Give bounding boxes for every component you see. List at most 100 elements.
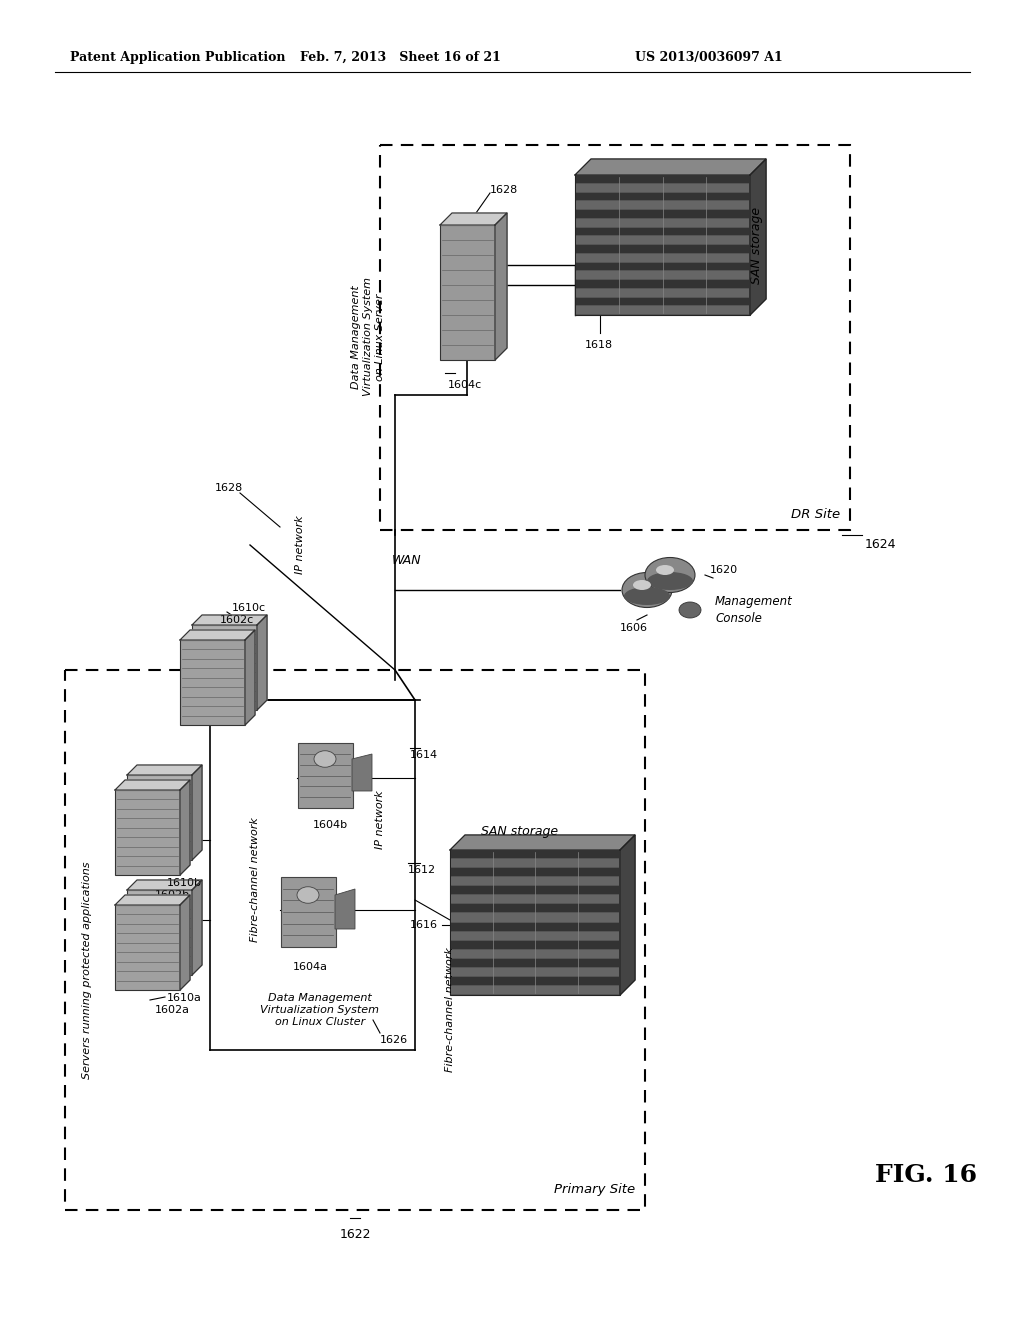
Text: 1610b: 1610b bbox=[167, 878, 202, 888]
Polygon shape bbox=[193, 880, 202, 975]
Text: Management
Console: Management Console bbox=[715, 595, 793, 624]
Bar bbox=[575, 193, 749, 201]
Bar bbox=[575, 289, 749, 297]
Bar bbox=[451, 986, 618, 994]
Text: Servers running protected applications: Servers running protected applications bbox=[82, 861, 92, 1078]
Text: SAN storage: SAN storage bbox=[750, 206, 763, 284]
Polygon shape bbox=[193, 615, 267, 624]
Polygon shape bbox=[495, 213, 507, 360]
Text: 1604c: 1604c bbox=[449, 380, 482, 389]
Text: 1626: 1626 bbox=[380, 1035, 409, 1045]
Bar bbox=[575, 263, 749, 271]
Text: Feb. 7, 2013   Sheet 16 of 21: Feb. 7, 2013 Sheet 16 of 21 bbox=[300, 50, 501, 63]
Text: 1610c: 1610c bbox=[232, 603, 266, 612]
Bar bbox=[451, 913, 618, 921]
Ellipse shape bbox=[656, 565, 674, 576]
Text: 1606: 1606 bbox=[620, 623, 648, 634]
Bar bbox=[281, 876, 336, 946]
Bar bbox=[451, 895, 618, 903]
Bar bbox=[127, 890, 193, 975]
Bar bbox=[451, 932, 618, 940]
Ellipse shape bbox=[633, 579, 651, 590]
Text: 1602c: 1602c bbox=[220, 615, 254, 624]
Text: 1602b: 1602b bbox=[155, 890, 190, 900]
Polygon shape bbox=[180, 895, 190, 990]
Text: Fibre-channel network: Fibre-channel network bbox=[250, 817, 260, 942]
Polygon shape bbox=[750, 158, 766, 315]
Bar bbox=[115, 906, 180, 990]
Ellipse shape bbox=[622, 573, 672, 607]
Bar bbox=[575, 227, 749, 235]
Text: FIG. 16: FIG. 16 bbox=[874, 1163, 977, 1187]
Bar bbox=[450, 850, 620, 995]
Bar bbox=[451, 949, 618, 958]
Text: 1628: 1628 bbox=[490, 185, 518, 195]
Bar bbox=[115, 789, 180, 875]
Text: 1620: 1620 bbox=[710, 565, 738, 576]
Bar bbox=[451, 968, 618, 975]
Bar bbox=[451, 923, 618, 931]
Bar bbox=[575, 280, 749, 288]
Bar bbox=[193, 624, 257, 710]
Bar bbox=[451, 941, 618, 949]
Polygon shape bbox=[180, 630, 255, 640]
Ellipse shape bbox=[679, 602, 701, 618]
Polygon shape bbox=[575, 158, 766, 176]
Bar bbox=[575, 271, 749, 279]
Text: 1616: 1616 bbox=[410, 920, 438, 931]
Text: 1604a: 1604a bbox=[293, 962, 328, 972]
Bar bbox=[451, 958, 618, 966]
Bar bbox=[451, 886, 618, 895]
Text: 1618: 1618 bbox=[585, 341, 613, 350]
Text: DR Site: DR Site bbox=[791, 508, 840, 521]
Bar bbox=[575, 219, 749, 227]
Text: IP network: IP network bbox=[295, 516, 305, 574]
Bar bbox=[440, 224, 495, 360]
Text: 1628: 1628 bbox=[215, 483, 244, 492]
Bar bbox=[575, 201, 749, 209]
Polygon shape bbox=[115, 780, 190, 789]
Bar bbox=[575, 306, 749, 314]
Polygon shape bbox=[620, 836, 635, 995]
Bar bbox=[575, 176, 750, 315]
Text: 1612: 1612 bbox=[408, 865, 436, 875]
Bar bbox=[575, 210, 749, 218]
Bar bbox=[127, 775, 193, 861]
Polygon shape bbox=[193, 766, 202, 861]
Text: WAN: WAN bbox=[392, 553, 422, 566]
Text: IP network: IP network bbox=[375, 791, 385, 849]
Text: 1624: 1624 bbox=[865, 539, 896, 552]
Polygon shape bbox=[450, 836, 635, 850]
Text: SAN storage: SAN storage bbox=[481, 825, 558, 838]
Bar bbox=[575, 253, 749, 261]
Bar bbox=[575, 183, 749, 191]
Bar bbox=[451, 859, 618, 867]
Bar bbox=[575, 176, 749, 182]
Bar bbox=[180, 640, 245, 725]
Text: Fibre-channel network: Fibre-channel network bbox=[445, 948, 455, 1072]
Polygon shape bbox=[127, 880, 202, 890]
Bar bbox=[380, 145, 850, 531]
Bar bbox=[451, 977, 618, 985]
Bar bbox=[451, 850, 618, 858]
Ellipse shape bbox=[314, 751, 336, 767]
Ellipse shape bbox=[647, 572, 693, 590]
Text: US 2013/0036097 A1: US 2013/0036097 A1 bbox=[635, 50, 782, 63]
Bar bbox=[451, 904, 618, 912]
Bar bbox=[65, 671, 645, 1210]
Bar bbox=[575, 297, 749, 305]
Polygon shape bbox=[352, 754, 372, 791]
Polygon shape bbox=[335, 888, 355, 929]
Text: 1622: 1622 bbox=[339, 1229, 371, 1242]
Polygon shape bbox=[180, 780, 190, 875]
Text: Patent Application Publication: Patent Application Publication bbox=[70, 50, 286, 63]
Ellipse shape bbox=[624, 587, 670, 605]
Bar bbox=[575, 246, 749, 252]
Polygon shape bbox=[127, 766, 202, 775]
Ellipse shape bbox=[297, 887, 319, 903]
Bar bbox=[298, 743, 353, 808]
Text: 1610a: 1610a bbox=[167, 993, 202, 1003]
Text: Data Management
Virtualization System
on Linux Cluster: Data Management Virtualization System on… bbox=[260, 993, 380, 1027]
Bar bbox=[575, 236, 749, 244]
Bar bbox=[451, 869, 618, 876]
